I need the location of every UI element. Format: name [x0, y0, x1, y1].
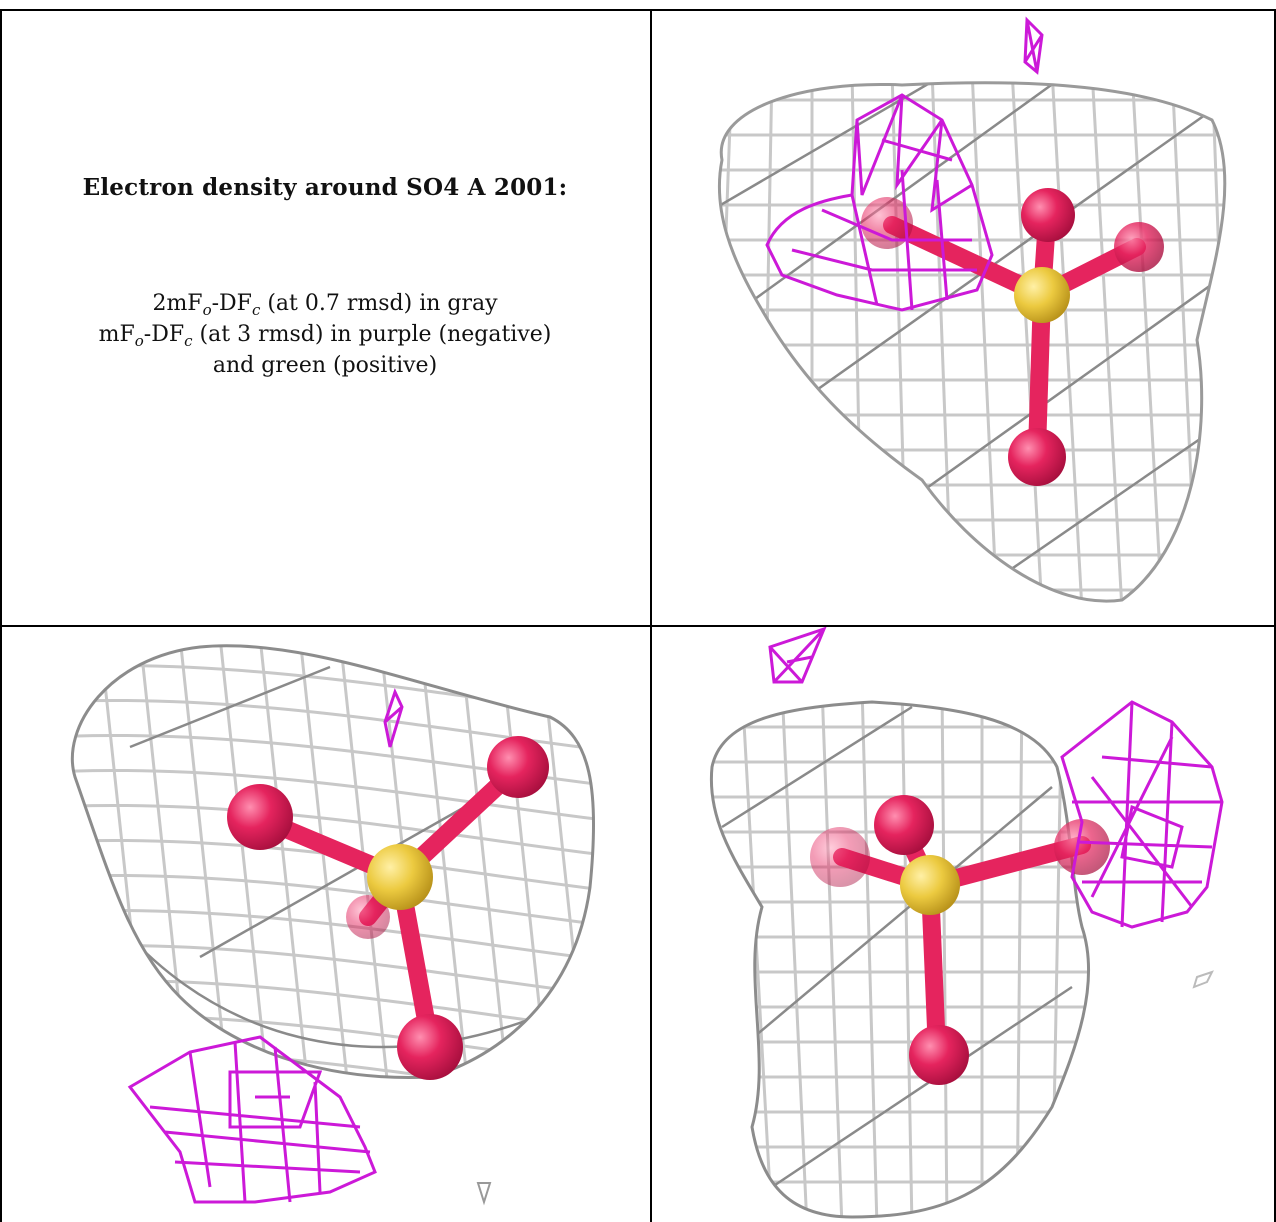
sulfate-density-view-3-icon	[709, 627, 1224, 1219]
mesh-fragment	[1192, 970, 1214, 989]
purple-mesh	[768, 627, 1224, 929]
figure-legend: 2mFo-DFc (at 0.7 rmsd) in gray mFo-DFc (…	[0, 288, 650, 381]
oxygen-atom-back	[810, 827, 870, 887]
oxygen-atom	[1114, 222, 1164, 272]
figure-title: Electron density around SO4 A 2001:	[82, 174, 568, 201]
purple-mesh	[127, 687, 404, 1204]
oxygen-atom-back	[861, 197, 913, 249]
table-rule-center	[650, 9, 652, 1222]
density-view-2	[0, 627, 650, 1222]
gray-mesh-outline	[709, 700, 1091, 1219]
table-rule-right	[1274, 9, 1276, 1222]
oxygen-atom	[1021, 188, 1075, 242]
gray-mesh-outline	[70, 644, 596, 1079]
gray-mesh	[72, 645, 594, 1078]
gray-mesh-outline	[717, 81, 1227, 603]
legend-line-mfo-dfc: mFo-DFc (at 3 rmsd) in purple (negative)	[98, 322, 552, 350]
caption-cell: Electron density around SO4 A 2001: 2mFo…	[0, 10, 650, 625]
table-rule-middle	[0, 625, 1276, 627]
table-rule-left	[0, 9, 2, 1222]
oxygen-atom	[1008, 428, 1066, 486]
sulfate-density-view-1-icon	[717, 16, 1227, 603]
oxygen-atom-back	[346, 895, 390, 939]
oxygen-atom	[227, 784, 293, 850]
gray-mesh	[719, 82, 1225, 602]
legend-line-2mfo-dfc: 2mFo-DFc (at 0.7 rmsd) in gray	[152, 291, 498, 319]
oxygen-atom	[874, 795, 934, 855]
oxygen-atom	[487, 736, 549, 798]
oxygen-atom	[1054, 819, 1110, 875]
mesh-fragment	[476, 1182, 492, 1206]
legend-line-positive: and green (positive)	[212, 353, 438, 378]
gray-mesh	[711, 702, 1089, 1217]
sulfur-atom	[367, 844, 433, 910]
sulfur-atom	[900, 855, 960, 915]
oxygen-atom	[909, 1025, 969, 1085]
sulfate-density-view-2-icon	[70, 644, 596, 1206]
oxygen-atom	[397, 1014, 463, 1080]
table-rule-top	[0, 9, 1276, 11]
density-view-3	[652, 627, 1276, 1222]
density-view-1	[652, 10, 1276, 625]
sulfur-atom	[1014, 267, 1070, 323]
purple-mesh	[765, 16, 1044, 312]
